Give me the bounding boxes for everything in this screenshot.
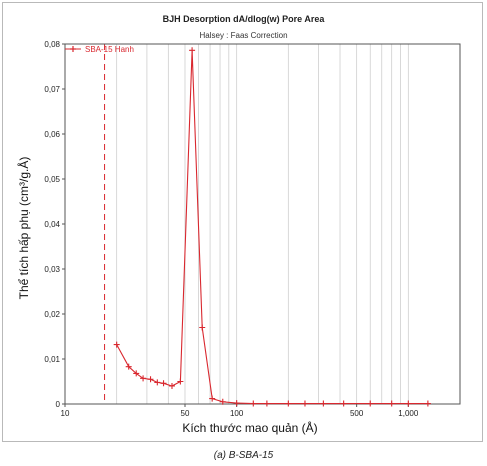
grid — [116, 44, 409, 404]
series-layer — [113, 47, 431, 407]
y-tick-label: 0,03 — [44, 265, 60, 274]
x-tick-label: 100 — [230, 409, 244, 418]
y-tick-label: 0,01 — [44, 355, 60, 364]
y-tick-label: 0,06 — [44, 130, 60, 139]
data-point-marker — [140, 375, 147, 382]
x-tick-label: 500 — [350, 409, 364, 418]
legend: SBA-15 Hanh — [65, 45, 134, 54]
y-tick-label: 0,08 — [44, 40, 60, 49]
data-point-marker — [154, 379, 161, 386]
series-line — [116, 50, 428, 405]
chart-title: BJH Desorption dA/dlog(w) Pore Area — [162, 14, 325, 24]
y-tick-label: 0,05 — [44, 175, 60, 184]
data-point-marker — [367, 400, 374, 407]
data-point-marker — [233, 400, 240, 407]
data-point-marker — [147, 376, 154, 383]
chart-subtitle: Halsey : Faas Correction — [199, 31, 288, 40]
data-point-marker — [301, 400, 308, 407]
x-tick-label: 1,000 — [398, 409, 419, 418]
y-tick-label: 0 — [56, 400, 61, 409]
x-tick-label: 10 — [61, 409, 70, 418]
y-tick-label: 0,04 — [44, 220, 60, 229]
data-point-marker — [113, 341, 120, 348]
data-point-marker — [263, 400, 270, 407]
data-point-marker — [133, 370, 140, 377]
chart-frame — [2, 2, 483, 442]
data-point-marker — [405, 400, 412, 407]
y-tick-label: 0,07 — [44, 85, 60, 94]
data-point-marker — [168, 383, 175, 389]
data-point-marker — [189, 47, 196, 54]
legend-entry: SBA-15 Hanh — [85, 45, 134, 54]
legend-marker — [70, 46, 76, 52]
data-point-marker — [285, 400, 292, 407]
x-axis-label: Kích thước mao quản (Å) — [182, 420, 317, 435]
data-point-marker — [250, 400, 257, 407]
figure-caption: (a) B-SBA-15 — [213, 450, 274, 461]
data-point-marker — [424, 400, 431, 407]
data-point-marker — [209, 395, 216, 402]
y-tick-label: 0,02 — [44, 310, 60, 319]
x-tick-label: 50 — [181, 409, 190, 418]
data-point-marker — [125, 363, 132, 370]
data-point-marker — [199, 324, 206, 331]
data-point-marker — [160, 380, 167, 387]
axis-ticks: 0 0,01 0,02 0,03 0,04 0,05 0,06 0,07 0,08 10 50 100… — [44, 40, 418, 418]
data-point-marker — [340, 400, 347, 407]
y-axis-label: Thể tích hấp phụ (cm³/g.Å) — [16, 157, 31, 300]
data-point-marker — [320, 400, 327, 407]
data-point-marker — [219, 398, 226, 405]
data-point-marker — [177, 378, 184, 385]
data-point-marker — [388, 400, 395, 407]
